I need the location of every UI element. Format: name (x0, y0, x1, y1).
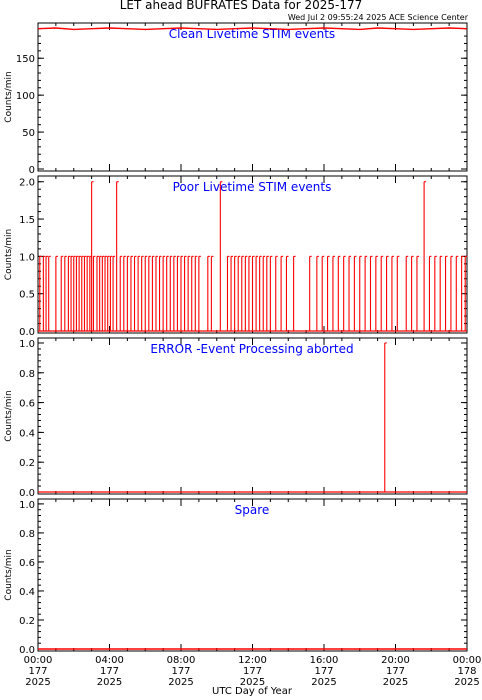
x-tick-label-doy: 177 (314, 666, 333, 677)
x-tick-label-time: 08:00 (167, 655, 196, 666)
panel-frame (37, 498, 468, 652)
x-tick-label-doy: 178 (457, 666, 476, 677)
y-tick-label: 0.0 (19, 488, 35, 499)
y-tick-label: 0.8 (19, 369, 35, 380)
x-tick-label-doy: 177 (100, 666, 119, 677)
y-axis-label: Counts/min (4, 229, 14, 280)
x-tick-label-time: 16:00 (310, 655, 339, 666)
x-tick-label-time: 00:00 (453, 655, 482, 666)
x-tick-label-doy: 177 (28, 666, 47, 677)
x-tick-label-year: 2025 (97, 677, 122, 688)
figure-title: LET ahead BUFRATES Data for 2025-177 (120, 0, 362, 12)
y-tick-label: 0.6 (19, 399, 35, 410)
x-tick-label-time: 00:00 (24, 655, 53, 666)
panel-title: Spare (235, 503, 270, 517)
y-tick-label: 0.6 (19, 558, 35, 569)
y-tick-label: 0.4 (19, 428, 35, 439)
y-axis-label: Counts/min (4, 549, 14, 600)
panel-frame (37, 337, 468, 495)
x-tick-label-year: 2025 (240, 677, 265, 688)
y-tick-label: 150 (16, 54, 35, 65)
y-tick-label: 0.0 (19, 327, 35, 338)
panel-2: 0.0 0.5 1.0 1.5 2.0 Counts/min Poor Livetime S… (4, 175, 468, 338)
y-tick-label: 0.5 (19, 290, 35, 301)
x-tick-label-year: 2025 (25, 677, 50, 688)
y-tick-label: 1.0 (19, 252, 35, 263)
x-tick-label-year: 2025 (311, 677, 336, 688)
x-tick-label-year: 2025 (168, 677, 193, 688)
series-line-1 (37, 27, 468, 31)
y-tick-label: 1.5 (19, 215, 35, 226)
y-tick-label: 100 (16, 91, 35, 102)
x-tick-label-doy: 177 (243, 666, 262, 677)
y-tick-label: 1.0 (19, 500, 35, 511)
x-tick-label-year: 2025 (454, 677, 479, 688)
x-tick-label-time: 20:00 (381, 655, 410, 666)
x-axis-title: UTC Day of Year (212, 686, 293, 697)
x-tick-label-doy: 177 (386, 666, 405, 677)
x-tick-label-year: 2025 (383, 677, 408, 688)
panel-title: Clean Livetime STIM events (169, 27, 335, 41)
y-tick-label: 0 (29, 165, 35, 176)
y-tick-label: 0.8 (19, 529, 35, 540)
panel-title: ERROR -Event Processing aborted (150, 342, 353, 356)
panel-3: 0.0 0.2 0.4 0.6 0.8 1.0 Counts/min ERROR -Event… (4, 337, 468, 499)
y-tick-label: 0.0 (19, 645, 35, 656)
panel-4: 0.0 0.2 0.4 0.6 0.8 1.0 Counts/min Spare (4, 498, 468, 656)
timestamp-label: Wed Jul 2 09:55:24 2025 ACE Science Cent… (288, 13, 469, 22)
panel-frame (37, 22, 468, 172)
y-tick-label: 50 (22, 128, 35, 139)
y-tick-label: 1.0 (19, 339, 35, 350)
x-tick-label-time: 12:00 (238, 655, 267, 666)
x-tick-label-doy: 177 (171, 666, 190, 677)
x-tick-label-time: 04:00 (95, 655, 124, 666)
y-axis-label: Counts/min (4, 390, 14, 441)
y-tick-label: 2.0 (19, 178, 35, 189)
y-axis-label: Counts/min (4, 71, 14, 122)
y-tick-label: 0.4 (19, 587, 35, 598)
panel-title: Poor Livetime STIM events (173, 180, 332, 194)
y-tick-label: 0.2 (19, 458, 35, 469)
y-tick-label: 0.2 (19, 616, 35, 627)
